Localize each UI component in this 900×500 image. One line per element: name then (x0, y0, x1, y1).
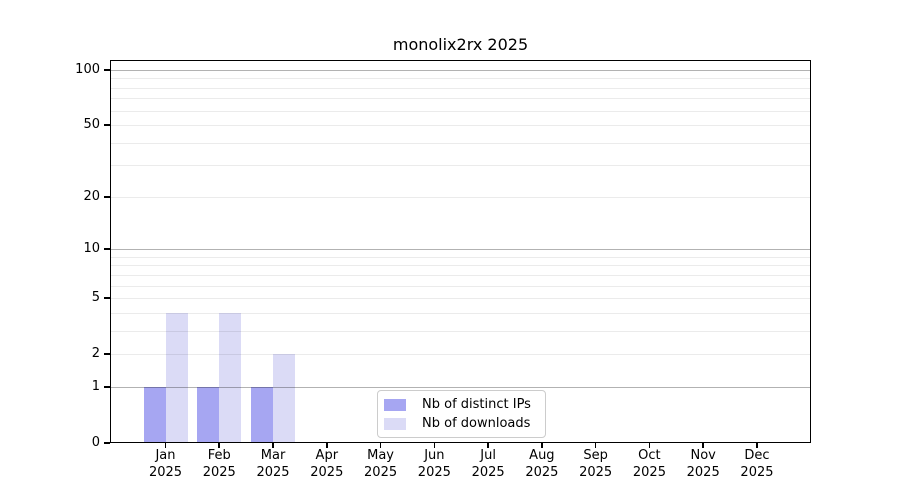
y-tick-mark (104, 248, 110, 250)
plot-spines (110, 60, 811, 443)
y-tick-label: 20 (83, 188, 100, 204)
x-tick-mark (272, 443, 274, 448)
minor-gridline (110, 142, 811, 144)
y-tick-label: 5 (91, 290, 100, 306)
minor-gridline (110, 165, 811, 167)
minor-gridline (110, 298, 811, 300)
chart-title: monolix2rx 2025 (392, 35, 529, 54)
y-tick-mark (104, 353, 110, 355)
major-gridline (110, 69, 811, 71)
minor-gridline (110, 256, 811, 258)
x-tick-label: Jan 2025 (148, 448, 183, 480)
y-tick-label: 50 (83, 117, 100, 133)
y-tick-label: 2 (91, 346, 100, 362)
x-tick-mark (218, 443, 221, 448)
legend: Nb of distinct IPs Nb of downloads (377, 390, 546, 438)
minor-gridline (110, 274, 811, 276)
minor-gridline (110, 78, 811, 80)
legend-swatch-downloads (384, 417, 406, 430)
x-tick-label: Jul 2025 (471, 448, 505, 480)
y-tick-mark (104, 124, 110, 126)
x-tick-label: Feb 2025 (202, 448, 236, 480)
y-tick-mark (104, 196, 110, 198)
y-tick-mark (104, 68, 110, 71)
minor-gridline (110, 265, 811, 267)
x-tick-label: Mar 2025 (256, 448, 290, 480)
legend-item-distinct-ips: Nb of distinct IPs (384, 397, 539, 412)
x-tick-label: Apr 2025 (310, 448, 344, 480)
minor-gridline (110, 312, 811, 314)
x-tick-mark (487, 443, 489, 448)
x-tick-mark (594, 443, 597, 448)
x-tick-mark (541, 443, 543, 448)
x-tick-label: Nov 2025 (686, 448, 720, 480)
minor-gridline (110, 110, 811, 112)
x-tick-mark (648, 443, 651, 448)
minor-gridline (110, 330, 811, 332)
minor-gridline (110, 354, 811, 356)
x-tick-mark (756, 443, 758, 448)
y-tick-mark (104, 386, 110, 388)
x-tick-label: Jun 2025 (417, 448, 451, 480)
minor-gridline (110, 125, 811, 127)
x-tick-mark (702, 443, 704, 448)
minor-gridline (110, 196, 811, 198)
major-gridline (110, 386, 811, 388)
legend-swatch-distinct-ips (384, 398, 406, 411)
legend-label-distinct-ips: Nb of distinct IPs (422, 397, 531, 412)
bar-distinct-ips (143, 386, 166, 443)
x-tick-label: Dec 2025 (740, 448, 774, 480)
x-tick-label: Oct 2025 (632, 448, 666, 480)
y-tick-label: 0 (91, 435, 100, 450)
bar-distinct-ips (197, 386, 220, 443)
major-gridline (110, 249, 811, 251)
x-tick-label: May 2025 (364, 448, 398, 480)
x-tick-mark (433, 443, 436, 448)
bar-downloads (273, 354, 296, 443)
y-tick-label: 1 (91, 378, 100, 394)
legend-label-downloads: Nb of downloads (422, 416, 531, 431)
bar-distinct-ips (251, 386, 274, 443)
plot-area (110, 60, 811, 443)
bar-downloads (165, 312, 188, 443)
x-tick-label: Sep 2025 (579, 448, 613, 480)
x-tick-mark (379, 443, 382, 448)
bar-downloads (219, 312, 242, 443)
x-tick-mark (164, 443, 167, 448)
minor-gridline (110, 285, 811, 287)
minor-gridline (110, 98, 811, 100)
y-tick-mark (104, 297, 110, 299)
y-tick-mark (104, 442, 110, 444)
minor-gridline (110, 87, 811, 89)
x-tick-mark (326, 443, 328, 448)
y-tick-label: 10 (83, 241, 100, 257)
x-tick-label: Aug 2025 (525, 448, 559, 480)
y-tick-label: 100 (75, 61, 100, 77)
legend-item-downloads: Nb of downloads (384, 416, 539, 431)
